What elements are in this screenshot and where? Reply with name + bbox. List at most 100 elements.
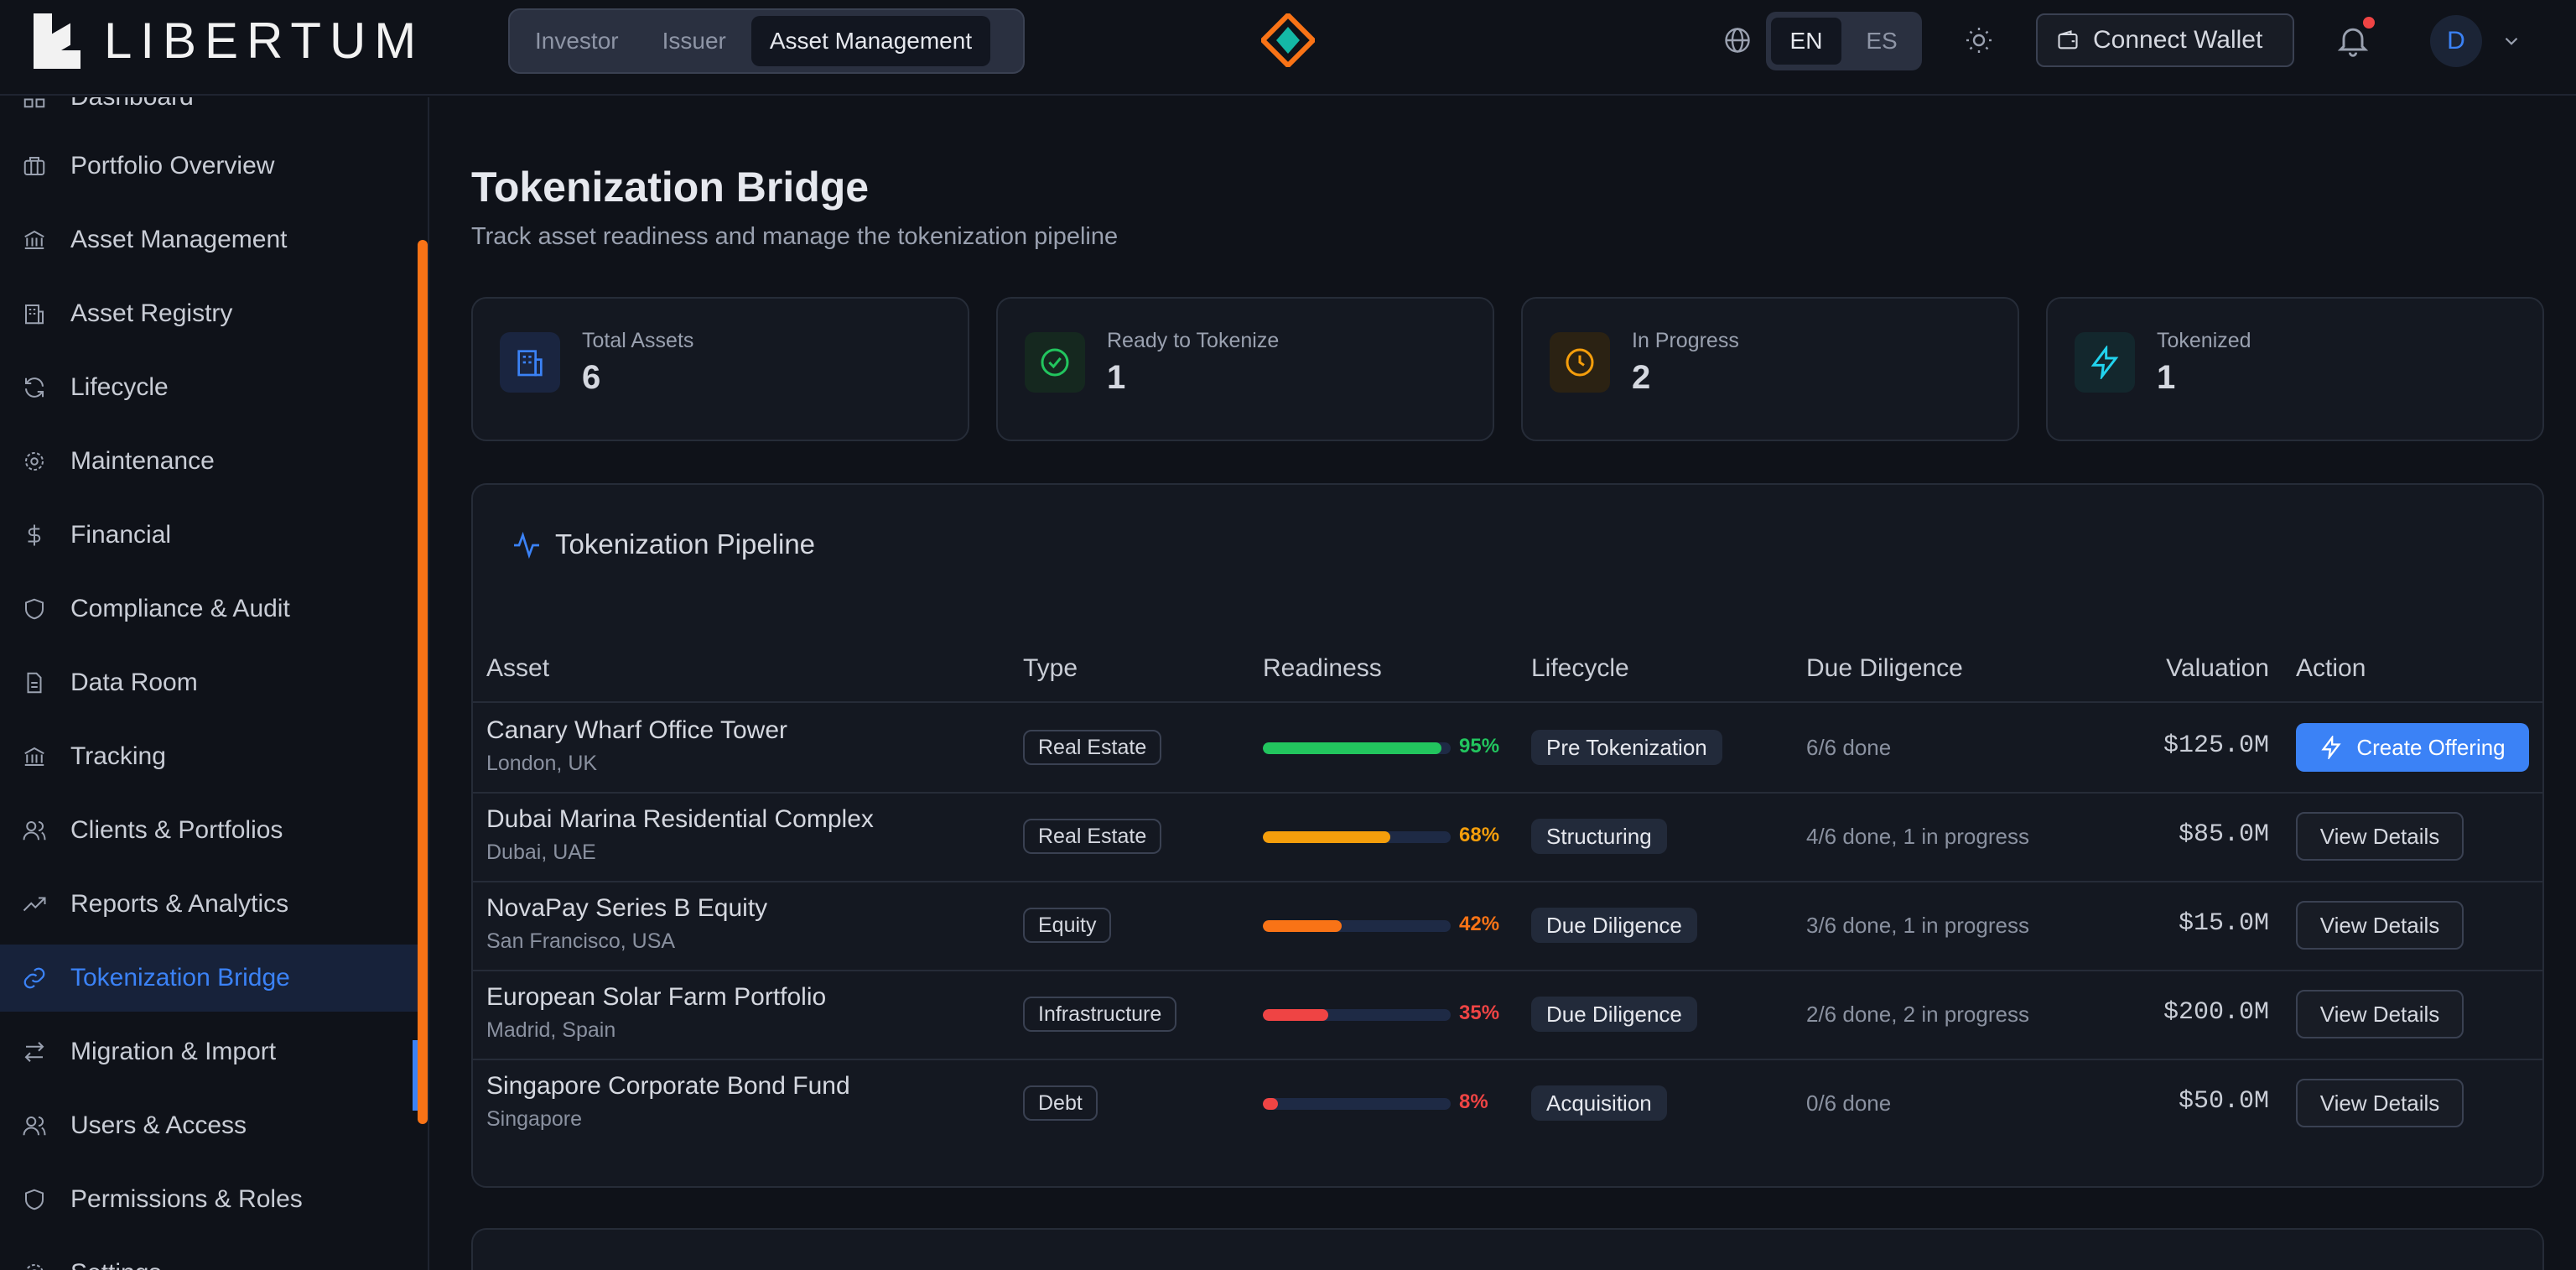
page-subtitle: Track asset readiness and manage the tok… xyxy=(471,223,1119,250)
role-investor[interactable]: Investor xyxy=(535,28,619,54)
sidebar-item-maintenance[interactable]: Maintenance xyxy=(0,428,419,495)
sidebar-item-data-room[interactable]: Data Room xyxy=(0,649,419,716)
sidebar-scrollbar[interactable] xyxy=(418,240,428,1124)
asset-location: Singapore xyxy=(486,1107,582,1131)
trending-up-icon xyxy=(23,897,46,912)
page-title: Tokenization Bridge xyxy=(471,164,870,211)
role-asset-management[interactable]: Asset Management xyxy=(750,16,991,66)
sidebar-item-compliance-audit[interactable]: Compliance & Audit xyxy=(0,575,419,643)
lightning-icon xyxy=(2075,332,2135,393)
sidebar-item-label: Dashboard xyxy=(70,97,194,112)
sidebar-item-label: Maintenance xyxy=(70,447,215,475)
sidebar-item-label: Compliance & Audit xyxy=(70,595,290,622)
due-diligence-status: 0/6 done xyxy=(1806,1090,1892,1116)
role-issuer[interactable]: Issuer xyxy=(662,28,726,54)
readiness-percent: 35% xyxy=(1459,1002,1500,1024)
connect-wallet-button[interactable]: Connect Wallet xyxy=(2036,13,2294,67)
stat-value: 1 xyxy=(1107,359,1126,396)
create-offering-button[interactable]: Create Offering xyxy=(2296,723,2529,772)
readiness-percent: 42% xyxy=(1459,913,1500,935)
lang-en[interactable]: EN xyxy=(1771,18,1841,65)
asset-name[interactable]: NovaPay Series B Equity xyxy=(486,894,768,922)
sidebar-item-settings[interactable]: Settings xyxy=(0,1240,419,1270)
asset-location: London, UK xyxy=(486,752,598,775)
valuation: $200.0M xyxy=(2163,998,2269,1027)
asset-name[interactable]: Singapore Corporate Bond Fund xyxy=(486,1072,850,1100)
readiness-fill xyxy=(1263,1098,1278,1110)
sidebar-item-reports-analytics[interactable]: Reports & Analytics xyxy=(0,871,419,938)
brand-logo[interactable]: LIBERTUM xyxy=(34,12,424,70)
valuation: $85.0M xyxy=(2178,820,2269,849)
bank-icon xyxy=(24,747,44,766)
sidebar-item-label: Asset Management xyxy=(70,226,288,253)
sidebar-item-label: Tokenization Bridge xyxy=(70,964,290,992)
column-header-asset: Asset xyxy=(486,654,550,682)
sidebar-item-users-access[interactable]: Users & Access xyxy=(0,1092,419,1159)
view-details-button[interactable]: View Details xyxy=(2296,1079,2464,1127)
readiness-percent: 68% xyxy=(1459,824,1500,846)
create-offering-label: Create Offering xyxy=(2356,734,2506,760)
sidebar-item-label: Financial xyxy=(70,521,172,549)
readiness-fill xyxy=(1263,920,1343,932)
type-badge: Real Estate xyxy=(1023,730,1162,765)
sidebar: Dashboard Portfolio Overview Asset Manag… xyxy=(0,97,429,1270)
table-row: Dubai Marina Residential Complex Dubai, … xyxy=(473,792,2542,881)
table-row: NovaPay Series B Equity San Francisco, U… xyxy=(473,881,2542,970)
sidebar-item-tokenization-bridge[interactable]: Tokenization Bridge xyxy=(0,945,419,1012)
logo-mark-icon xyxy=(34,13,80,69)
shield-icon xyxy=(25,1189,44,1210)
sidebar-item-label: Tracking xyxy=(70,742,166,770)
notification-dot xyxy=(2363,17,2375,29)
sidebar-item-permissions-roles[interactable]: Permissions & Roles xyxy=(0,1166,419,1233)
sidebar-item-label: Users & Access xyxy=(70,1111,247,1139)
asset-name[interactable]: Canary Wharf Office Tower xyxy=(486,716,788,744)
wallet-icon xyxy=(2058,30,2078,49)
type-badge: Infrastructure xyxy=(1023,997,1177,1032)
sidebar-item-label: Permissions & Roles xyxy=(70,1185,303,1213)
sidebar-item-label: Data Room xyxy=(70,669,198,696)
sidebar-item-dashboard[interactable]: Dashboard xyxy=(0,97,419,131)
users-icon xyxy=(23,821,46,841)
stat-card-ready-to-tokenize: Ready to Tokenize 1 xyxy=(996,297,1494,441)
globe-icon[interactable] xyxy=(1722,25,1753,55)
stat-value: 6 xyxy=(582,359,601,396)
asset-name[interactable]: Dubai Marina Residential Complex xyxy=(486,805,874,833)
sidebar-item-portfolio-overview[interactable]: Portfolio Overview xyxy=(0,133,419,200)
view-details-button[interactable]: View Details xyxy=(2296,812,2464,861)
view-details-button[interactable]: View Details xyxy=(2296,990,2464,1038)
shield-icon xyxy=(25,598,44,620)
table-row: Canary Wharf Office Tower London, UK Rea… xyxy=(473,703,2542,792)
lang-es[interactable]: ES xyxy=(1866,28,1898,54)
avatar[interactable]: D xyxy=(2430,15,2482,67)
sun-icon[interactable] xyxy=(1964,25,1994,55)
column-header-type: Type xyxy=(1023,654,1078,682)
sidebar-item-lifecycle[interactable]: Lifecycle xyxy=(0,354,419,421)
next-panel xyxy=(471,1228,2544,1270)
asset-location: Madrid, Spain xyxy=(486,1018,616,1042)
readiness-fill xyxy=(1263,1009,1329,1021)
table-row: Singapore Corporate Bond Fund Singapore … xyxy=(473,1059,2542,1148)
bell-icon[interactable] xyxy=(2334,22,2371,59)
sidebar-item-tracking[interactable]: Tracking xyxy=(0,723,419,790)
column-header-lifecycle: Lifecycle xyxy=(1531,654,1629,682)
chevron-down-icon[interactable] xyxy=(2501,30,2522,52)
lifecycle-badge: Acquisition xyxy=(1531,1085,1667,1121)
row-divider xyxy=(473,1059,2542,1060)
readiness-bar xyxy=(1263,920,1451,932)
dollar-icon xyxy=(28,524,41,546)
building-icon xyxy=(500,332,560,393)
sidebar-item-clients-portfolios[interactable]: Clients & Portfolios xyxy=(0,797,419,864)
sidebar-item-financial[interactable]: Financial xyxy=(0,502,419,569)
asset-location: San Francisco, USA xyxy=(486,929,676,953)
asset-name[interactable]: European Solar Farm Portfolio xyxy=(486,983,827,1011)
sidebar-item-label: Settings xyxy=(70,1259,161,1270)
sidebar-item-label: Reports & Analytics xyxy=(70,890,289,918)
sidebar-item-asset-management[interactable]: Asset Management xyxy=(0,206,419,273)
table-row: European Solar Farm Portfolio Madrid, Sp… xyxy=(473,970,2542,1059)
view-details-button[interactable]: View Details xyxy=(2296,901,2464,950)
role-switcher: Investor Issuer Asset Management xyxy=(508,8,1025,74)
stat-value: 1 xyxy=(2157,359,2176,396)
sidebar-item-asset-registry[interactable]: Asset Registry xyxy=(0,280,419,347)
due-diligence-status: 6/6 done xyxy=(1806,735,1892,760)
sidebar-item-migration-import[interactable]: Migration & Import xyxy=(0,1018,419,1085)
